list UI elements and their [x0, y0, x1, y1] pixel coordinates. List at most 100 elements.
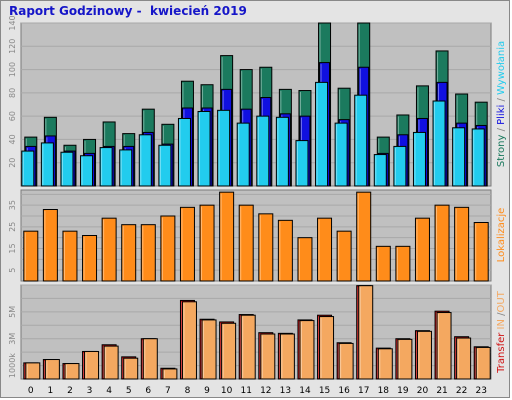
x-tick-label: 20: [417, 386, 429, 396]
bar-lokalizacje-10: [219, 191, 235, 282]
plot-area-1: [20, 22, 492, 187]
bar-out-19: [397, 338, 413, 380]
bar-lokalizacje-4: [101, 217, 117, 282]
bar-lokalizacje-1: [42, 209, 58, 282]
bar-out-22: [456, 337, 472, 380]
x-tick-label: 13: [280, 386, 291, 396]
y-axis-label-requests-part: Strony: [496, 135, 507, 168]
bar-out-10: [221, 322, 237, 380]
bar-strony-6: [138, 134, 152, 187]
bar-out-0: [25, 362, 41, 380]
bar-out-23: [475, 346, 491, 380]
y-tick-label: 100: [8, 62, 17, 77]
bar-lokalizacje-2: [62, 230, 78, 282]
bar-out-8: [181, 301, 197, 380]
x-tick-label: 19: [397, 386, 409, 396]
bar-lokalizacje-14: [297, 237, 313, 282]
bar-strony-20: [412, 131, 426, 187]
y-tick-label: 40: [8, 134, 17, 144]
bar-out-5: [123, 357, 139, 380]
bar-lokalizacje-5: [121, 224, 137, 282]
bar-out-11: [240, 314, 256, 380]
bar-lokalizacje-9: [199, 204, 215, 282]
bar-lokalizacje-15: [317, 217, 333, 282]
bar-out-21: [436, 312, 452, 380]
y-axis-label-requests-part: Wywołania: [496, 41, 507, 95]
bar-lokalizacje-23: [473, 222, 489, 282]
y-axis-label-requests-part: Pliki: [496, 105, 507, 125]
x-tick-label: 23: [475, 386, 486, 396]
x-tick-label: 7: [165, 386, 171, 396]
bar-strony-21: [432, 100, 446, 187]
bar-out-1: [44, 359, 60, 380]
bar-strony-10: [217, 109, 231, 187]
bar-lokalizacje-20: [414, 217, 430, 282]
bar-out-6: [142, 338, 158, 380]
bar-strony-23: [471, 128, 485, 187]
y-axis-label-requests-part: /: [496, 125, 507, 135]
bar-strony-4: [99, 147, 113, 187]
y-axis-label-transfer-part: OUT: [496, 290, 507, 312]
bar-strony-16: [334, 122, 348, 187]
bar-strony-5: [119, 149, 133, 187]
bar-strony-3: [80, 155, 94, 187]
bar-strony-7: [158, 144, 172, 187]
x-tick-label: 10: [221, 386, 233, 396]
bar-strony-22: [452, 127, 466, 187]
bar-out-20: [416, 330, 432, 380]
bar-lokalizacje-11: [238, 204, 254, 282]
x-tick-label: 17: [358, 386, 369, 396]
bar-strony-9: [197, 110, 211, 187]
x-tick-label: 6: [145, 386, 151, 396]
y-axis-label-transfer-part: /: [496, 312, 507, 316]
bar-out-14: [299, 320, 315, 380]
bar-strony-1: [40, 142, 54, 187]
bar-strony-0: [21, 150, 35, 187]
bar-strony-2: [60, 151, 74, 187]
bar-lokalizacje-16: [336, 230, 352, 282]
x-tick-label: 22: [456, 386, 467, 396]
x-tick-label: 12: [260, 386, 271, 396]
bar-lokalizacje-7: [160, 215, 176, 282]
bar-lokalizacje-6: [140, 224, 156, 282]
y-tick-label: 120: [8, 39, 17, 54]
y-tick-label: 3M: [8, 333, 17, 345]
x-tick-label: 4: [106, 386, 112, 396]
x-tick-label: 0: [28, 386, 34, 396]
bar-out-12: [260, 333, 276, 380]
y-axis-label-requests-part: /: [496, 95, 507, 105]
y-tick-label: 5M: [8, 306, 17, 318]
y-axis-label-transfer-part: Transfer: [496, 332, 507, 374]
x-tick-label: 8: [185, 386, 191, 396]
bar-out-3: [84, 350, 100, 380]
bar-lokalizacje-22: [454, 206, 470, 282]
bar-lokalizacje-0: [23, 230, 39, 282]
y-axis-label-transfer-part: IN: [496, 316, 507, 333]
bar-out-18: [377, 348, 393, 380]
bar-out-13: [279, 333, 295, 380]
x-tick-label: 15: [319, 386, 330, 396]
bar-out-16: [338, 342, 354, 380]
x-tick-label: 11: [240, 386, 251, 396]
bar-strony-18: [373, 154, 387, 187]
bar-lokalizacje-21: [434, 204, 450, 282]
bar-out-4: [103, 345, 119, 380]
plot-area-3: [20, 284, 492, 380]
y-tick-label: 1000k: [8, 353, 17, 378]
bar-strony-12: [256, 115, 270, 187]
y-tick-label: 80: [8, 88, 17, 98]
x-tick-label: 2: [67, 386, 73, 396]
bar-strony-17: [354, 94, 368, 187]
bar-out-15: [319, 316, 335, 380]
y-tick-label: 25: [8, 222, 17, 232]
bar-lokalizacje-13: [277, 219, 293, 282]
x-tick-label: 5: [126, 386, 132, 396]
bar-strony-11: [236, 122, 250, 187]
bar-strony-14: [295, 140, 309, 187]
bar-strony-8: [177, 117, 191, 187]
bar-out-17: [358, 285, 374, 380]
bar-lokalizacje-19: [395, 245, 411, 282]
x-tick-label: 14: [299, 386, 311, 396]
y-axis-label-requests: Strony / Pliki / Wywołania: [496, 41, 507, 167]
